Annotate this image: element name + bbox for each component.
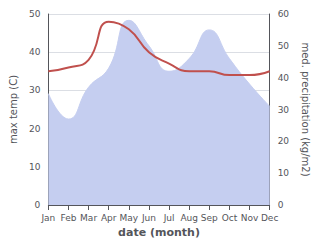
svg-text:40: 40 — [29, 47, 41, 57]
svg-text:Nov: Nov — [241, 213, 259, 223]
svg-text:50: 50 — [278, 41, 290, 51]
svg-text:Jul: Jul — [163, 213, 175, 223]
svg-text:Apr: Apr — [101, 213, 117, 223]
svg-text:40: 40 — [278, 73, 290, 83]
svg-text:Mar: Mar — [80, 213, 97, 223]
svg-text:med. precipitation (kg/m2): med. precipitation (kg/m2) — [300, 42, 311, 176]
svg-text:20: 20 — [29, 124, 41, 134]
svg-text:50: 50 — [29, 9, 41, 19]
svg-text:Jun: Jun — [141, 213, 156, 223]
svg-text:0: 0 — [35, 200, 41, 210]
svg-text:Sep: Sep — [201, 213, 218, 223]
svg-text:date (month): date (month) — [118, 226, 200, 239]
svg-text:20: 20 — [278, 136, 290, 146]
svg-text:max temp (C): max temp (C) — [8, 75, 19, 144]
svg-text:Feb: Feb — [61, 213, 77, 223]
svg-text:10: 10 — [278, 168, 290, 178]
svg-text:Aug: Aug — [180, 213, 198, 223]
svg-text:Oct: Oct — [222, 213, 238, 223]
svg-text:30: 30 — [278, 105, 290, 115]
svg-text:Dec: Dec — [261, 213, 278, 223]
svg-text:60: 60 — [278, 9, 290, 19]
svg-text:10: 10 — [29, 162, 41, 172]
svg-text:May: May — [120, 213, 139, 223]
svg-text:0: 0 — [278, 200, 284, 210]
svg-text:30: 30 — [29, 85, 41, 95]
svg-text:Jan: Jan — [40, 213, 55, 223]
